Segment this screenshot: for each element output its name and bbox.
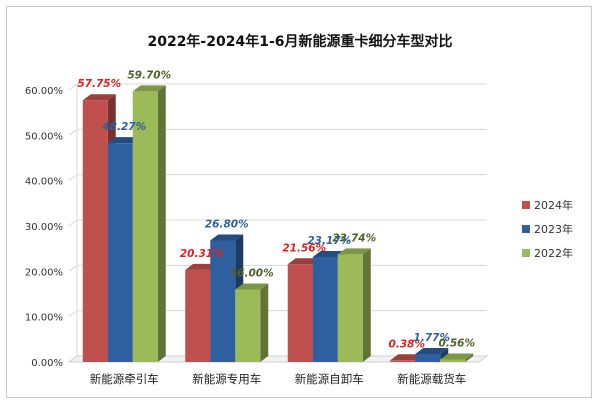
legend-label: 2023年 bbox=[534, 222, 573, 236]
bar-top bbox=[390, 354, 424, 361]
gridline-depth bbox=[68, 128, 78, 136]
legend-item: 2023年 bbox=[522, 222, 573, 236]
data-label: 59.70% bbox=[127, 69, 171, 81]
y-tick-label: 10.00% bbox=[25, 313, 63, 324]
bar-front bbox=[107, 143, 133, 362]
legend: 2024年 2023年 2022年 bbox=[522, 198, 573, 260]
y-tick-label: 20.00% bbox=[25, 267, 63, 278]
x-tick-label: 新能源自卸车 bbox=[295, 372, 364, 386]
bar-front bbox=[210, 240, 236, 362]
data-label: 16.00% bbox=[230, 267, 274, 279]
chart-frame: 2022年-2024年1-6月新能源重卡细分车型对比 0.00% 10.00% 20… bbox=[6, 6, 592, 398]
legend-swatch bbox=[522, 249, 530, 257]
bar-top bbox=[287, 258, 321, 265]
x-tick-label: 新能源牵引车 bbox=[90, 372, 159, 386]
bar-side bbox=[157, 85, 166, 363]
bar-front bbox=[415, 353, 441, 362]
bar-front bbox=[390, 360, 416, 362]
data-label: 20.31% bbox=[180, 248, 224, 260]
y-tick-label: 30.00% bbox=[25, 222, 63, 233]
legend-item: 2024年 bbox=[522, 198, 573, 212]
gridline-depth bbox=[68, 264, 78, 272]
bar-front bbox=[185, 269, 211, 362]
bar bbox=[235, 283, 269, 362]
y-tick-label: 40.00% bbox=[25, 177, 63, 188]
legend-label: 2022年 bbox=[534, 246, 573, 260]
bar-front bbox=[312, 256, 338, 362]
bar-side bbox=[260, 283, 269, 362]
data-label: 23.17% bbox=[307, 235, 351, 247]
bar-top bbox=[337, 248, 371, 255]
bar bbox=[337, 248, 371, 362]
bar-top bbox=[440, 353, 474, 360]
gridline-depth bbox=[68, 174, 78, 182]
legend-item: 2022年 bbox=[522, 246, 573, 260]
bar-top bbox=[185, 263, 219, 270]
bar-front bbox=[440, 359, 466, 362]
data-label: 48.27% bbox=[101, 121, 146, 133]
bar-front bbox=[132, 91, 158, 363]
chart-title: 2022年-2024年1-6月新能源重卡细分车型对比 bbox=[147, 33, 452, 50]
bar-top bbox=[132, 85, 166, 92]
bar-top bbox=[415, 347, 449, 354]
data-label: 0.56% bbox=[439, 337, 475, 349]
data-label: 57.75% bbox=[77, 78, 121, 90]
gridline-depth bbox=[68, 219, 78, 227]
bar-top bbox=[82, 94, 116, 101]
bar-side bbox=[362, 248, 371, 362]
legend-swatch bbox=[522, 201, 530, 209]
y-tick-label: 0.00% bbox=[31, 358, 63, 369]
data-label: 0.38% bbox=[389, 338, 425, 350]
data-label: 26.80% bbox=[205, 219, 249, 231]
data-labels: 57.75% 48.27% 59.70% 20.31% 26.80% 16.00% 21.5… bbox=[77, 69, 475, 350]
x-axis-ticks: 新能源牵引车 新能源专用车 新能源自卸车 新能源载货车 bbox=[90, 372, 467, 386]
data-label: 21.56% bbox=[282, 242, 326, 254]
bar-front bbox=[337, 254, 363, 362]
bar-side bbox=[465, 353, 474, 362]
bar-front bbox=[287, 264, 313, 362]
bar-top bbox=[235, 283, 269, 290]
data-label: 23.74% bbox=[332, 232, 376, 244]
y-tick-label: 50.00% bbox=[25, 131, 63, 142]
gridline-depth bbox=[68, 83, 78, 91]
legend-swatch bbox=[522, 225, 530, 233]
gridline-depth bbox=[68, 310, 78, 318]
x-tick-label: 新能源专用车 bbox=[192, 372, 261, 386]
bar-series bbox=[82, 85, 474, 363]
legend-label: 2024年 bbox=[534, 198, 573, 212]
data-label: 1.77% bbox=[414, 332, 450, 344]
y-axis-ticks: 0.00% 10.00% 20.00% 30.00% 40.00% 50.00% 60.00… bbox=[25, 86, 63, 369]
bar bbox=[440, 353, 474, 362]
bar-top bbox=[312, 250, 346, 257]
bar-top bbox=[107, 137, 141, 144]
bar-front bbox=[82, 100, 108, 362]
bar-top bbox=[210, 234, 244, 241]
x-tick-label: 新能源载货车 bbox=[397, 372, 466, 386]
bar-front bbox=[235, 289, 261, 362]
bar-chart: 2022年-2024年1-6月新能源重卡细分车型对比 0.00% 10.00% 20… bbox=[25, 33, 573, 386]
bar bbox=[132, 85, 166, 363]
y-tick-label: 60.00% bbox=[25, 86, 63, 97]
